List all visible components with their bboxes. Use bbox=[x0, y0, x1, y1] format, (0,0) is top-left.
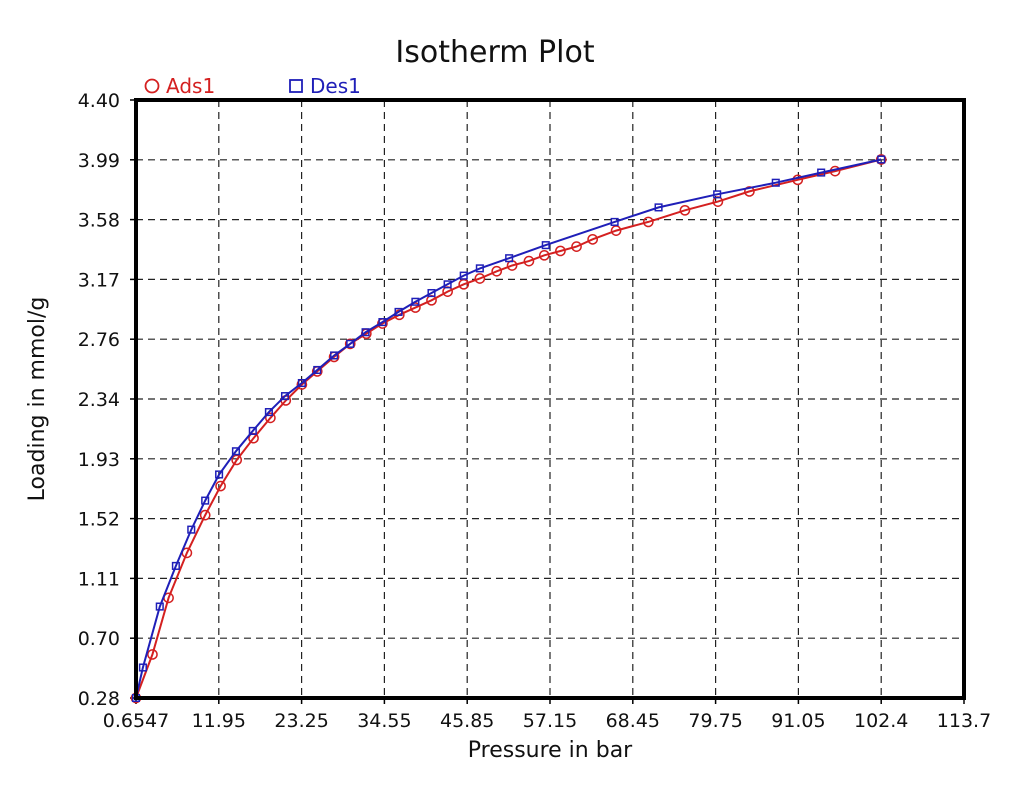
legend-item-des1: Des1 bbox=[289, 74, 361, 98]
data-point bbox=[346, 339, 355, 348]
data-point bbox=[571, 241, 582, 252]
y-tick-label: 2.76 bbox=[78, 329, 120, 351]
data-point bbox=[394, 307, 403, 316]
series-des1 bbox=[131, 155, 886, 703]
data-point bbox=[610, 225, 622, 236]
data-point bbox=[264, 408, 273, 417]
data-point bbox=[411, 297, 420, 306]
data-point bbox=[474, 273, 486, 284]
x-tick-label: 91.05 bbox=[771, 710, 825, 732]
data-point bbox=[313, 365, 322, 375]
data-point bbox=[378, 318, 387, 327]
y-axis-title: Loading in mmol/g bbox=[25, 297, 50, 502]
y-tick-label: 1.11 bbox=[78, 568, 120, 590]
data-point bbox=[459, 271, 468, 280]
series-layer bbox=[130, 154, 887, 704]
x-tick-label: 11.95 bbox=[192, 710, 246, 732]
legend-marker bbox=[144, 78, 160, 94]
data-point bbox=[713, 190, 722, 199]
y-tick-label: 3.58 bbox=[78, 210, 120, 232]
x-tick-label: 68.45 bbox=[606, 710, 660, 732]
data-point bbox=[297, 378, 306, 388]
legend-label: Ads1 bbox=[166, 74, 215, 98]
data-point bbox=[215, 480, 226, 492]
data-point bbox=[361, 328, 370, 337]
data-point bbox=[491, 265, 503, 277]
legend-item-ads1: Ads1 bbox=[144, 74, 215, 98]
data-point bbox=[538, 249, 550, 261]
series-line bbox=[135, 158, 882, 699]
data-point bbox=[610, 217, 619, 226]
data-point bbox=[231, 454, 243, 466]
data-point bbox=[231, 447, 240, 456]
y-tick-label: 0.70 bbox=[78, 628, 120, 650]
data-point bbox=[679, 204, 691, 216]
data-point bbox=[280, 392, 290, 401]
data-point bbox=[199, 509, 211, 521]
y-tick-label: 0.28 bbox=[78, 688, 120, 710]
data-point bbox=[171, 561, 180, 570]
y-tick-label: 3.99 bbox=[78, 150, 120, 172]
x-tick-label: 34.55 bbox=[357, 710, 411, 732]
y-tick-label: 2.34 bbox=[78, 389, 120, 411]
data-point bbox=[505, 254, 514, 263]
data-point bbox=[187, 525, 196, 534]
y-tick-label: 4.40 bbox=[78, 90, 120, 112]
data-point bbox=[555, 245, 566, 257]
tick-labels: 0.6547 11.95 23.25 34.55 45.85 57.15 68.45 79.7… bbox=[78, 90, 992, 732]
data-point bbox=[215, 470, 224, 479]
series-line bbox=[135, 158, 882, 699]
data-point bbox=[443, 280, 452, 289]
data-point bbox=[523, 255, 535, 267]
x-tick-label: 0.6547 bbox=[103, 710, 169, 732]
x-tick-label: 57.15 bbox=[523, 710, 577, 732]
x-axis-title: Pressure in bar bbox=[468, 738, 633, 763]
legend-label: Des1 bbox=[310, 74, 361, 98]
data-point bbox=[201, 496, 210, 505]
x-tick-label: 79.75 bbox=[688, 710, 742, 732]
data-point bbox=[642, 216, 654, 228]
data-point bbox=[817, 168, 826, 177]
data-point bbox=[265, 412, 276, 424]
y-tick-label: 3.17 bbox=[78, 269, 120, 291]
data-point bbox=[155, 602, 164, 611]
y-tick-label: 1.93 bbox=[78, 449, 120, 471]
chart-title: Isotherm Plot bbox=[395, 35, 594, 70]
data-point bbox=[877, 155, 886, 164]
data-point bbox=[344, 338, 356, 350]
data-point bbox=[771, 178, 780, 187]
legend-marker bbox=[289, 79, 303, 93]
x-tick-label: 113.7 bbox=[937, 710, 991, 732]
data-point bbox=[248, 426, 257, 435]
data-point bbox=[587, 233, 598, 245]
data-point bbox=[541, 241, 550, 250]
data-point bbox=[458, 278, 470, 290]
data-point bbox=[427, 288, 436, 298]
plot-frame bbox=[134, 98, 966, 700]
x-tick-label: 45.85 bbox=[440, 710, 494, 732]
data-point bbox=[744, 186, 755, 197]
data-point bbox=[475, 264, 484, 273]
series-ads1 bbox=[130, 154, 887, 704]
x-tick-label: 23.25 bbox=[274, 710, 328, 732]
grid-lines bbox=[130, 99, 965, 704]
data-point bbox=[330, 351, 339, 360]
legend: Ads1 Des1 bbox=[144, 74, 361, 98]
data-point bbox=[147, 649, 158, 660]
y-tick-label: 1.52 bbox=[78, 509, 120, 531]
x-tick-label: 102.4 bbox=[854, 710, 908, 732]
data-point bbox=[138, 663, 147, 672]
data-point bbox=[654, 203, 663, 212]
